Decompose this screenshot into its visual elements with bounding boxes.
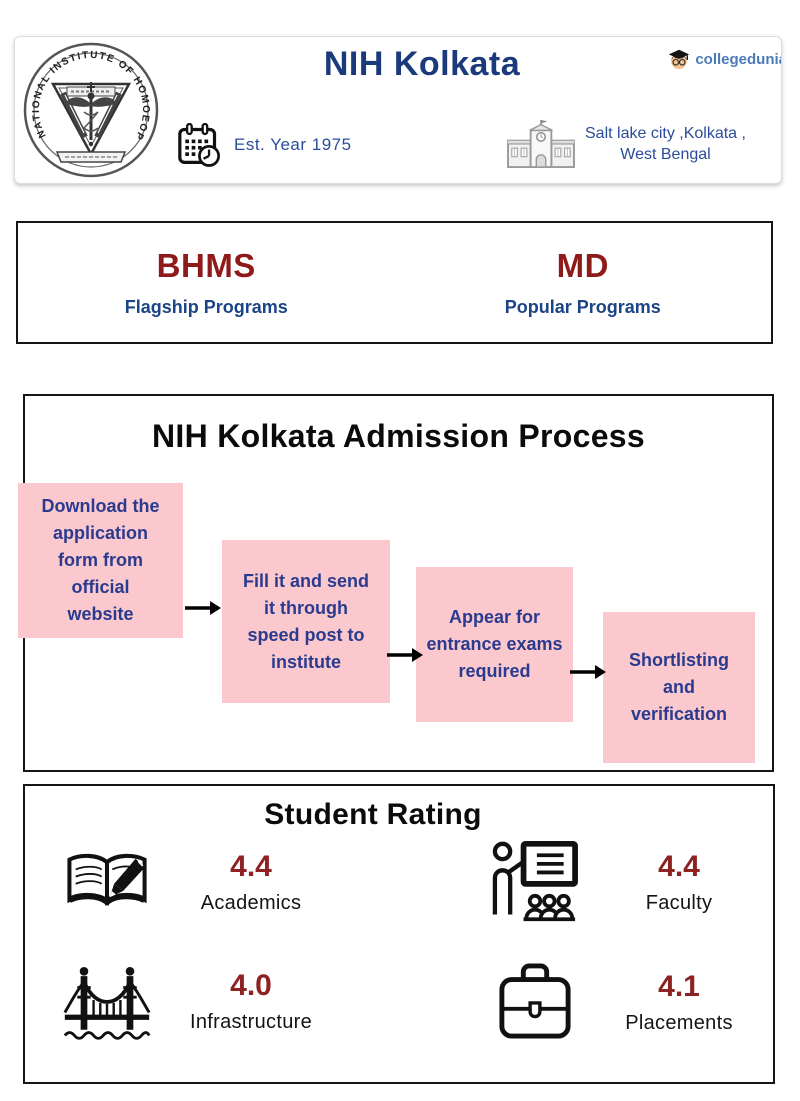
collegedunia-mascot-icon — [669, 49, 690, 70]
rating-title: Student Rating — [264, 798, 482, 831]
rating-faculty: 4.4 Faculty — [487, 840, 759, 924]
rating-label: Faculty — [645, 891, 713, 914]
collegedunia-watermark: collegedunia — [667, 47, 782, 71]
rating-infrastructure: 4.0 Infrastructure — [59, 958, 331, 1044]
flow-step-line: form from — [58, 550, 143, 570]
flow-step-line: Download the — [41, 496, 160, 516]
teacher-presentation-icon — [487, 840, 583, 924]
flow-step-line: and — [662, 677, 695, 697]
page-title: NIH Kolkata — [323, 45, 521, 83]
flow-arrow-icon — [185, 601, 221, 615]
briefcase-icon — [487, 962, 583, 1042]
rating-academics: 4.4 Academics — [59, 848, 331, 916]
flow-step-line: Fill it and send — [242, 570, 369, 591]
rating-label: Infrastructure — [189, 1010, 313, 1033]
program-label: Popular Programs — [504, 297, 661, 317]
flow-step-line: entrance exams — [426, 634, 563, 654]
flow-step-line: it through — [264, 597, 348, 618]
calendar-clock-icon — [178, 123, 220, 167]
flow-step-line: application — [52, 523, 148, 543]
location-text: Salt lake city ,Kolkata , West Bengal — [585, 123, 746, 165]
flow-step-line: official — [71, 577, 130, 597]
flow-step-4: Shortlisting and verification — [603, 612, 755, 763]
program-label: Flagship Programs — [124, 297, 288, 317]
school-building-icon — [507, 119, 575, 168]
rating-value: 4.4 — [658, 849, 700, 883]
location: Salt lake city ,Kolkata , West Bengal — [507, 119, 746, 168]
rating-label: Placements — [625, 1011, 733, 1034]
student-rating-card: Student Rating — [23, 784, 775, 1084]
established-year: Est. Year 1975 — [178, 123, 352, 167]
flow-step-line: institute — [271, 651, 341, 672]
flow-step-1: Download the application form from offic… — [18, 483, 183, 638]
flow-step-line: speed post to — [247, 624, 365, 645]
flow-arrow-icon — [387, 648, 423, 662]
location-line1: Salt lake city ,Kolkata , — [585, 124, 746, 142]
rating-placements: 4.1 Placements — [487, 962, 759, 1042]
flow-arrow-icon — [570, 665, 606, 679]
flow-step-line: verification — [630, 704, 728, 724]
program-name: BHMS — [156, 247, 256, 284]
flow-step-line: website — [67, 604, 134, 624]
header-card: NATIONAL INSTITUTE OF HOMOEOPATHY NIH Ko… — [14, 36, 782, 184]
bridge-icon — [59, 958, 155, 1044]
established-year-label: Est. Year 1975 — [234, 135, 352, 154]
flow-step-2: Fill it and send it through speed post t… — [222, 540, 390, 703]
flow-step-line: required — [458, 661, 531, 681]
brand-name: collegedunia — [695, 50, 782, 68]
rating-value: 4.0 — [230, 968, 272, 1002]
rating-value: 4.4 — [230, 849, 272, 883]
programs-card: BHMS Flagship Programs MD Popular Progra… — [16, 221, 773, 344]
flagship-program: BHMS Flagship Programs — [18, 223, 395, 342]
flow-step-3: Appear for entrance exams required — [416, 567, 573, 722]
rating-label: Academics — [200, 891, 302, 914]
popular-program: MD Popular Programs — [395, 223, 772, 342]
institute-seal-logo: NATIONAL INSTITUTE OF HOMOEOPATHY — [21, 40, 159, 178]
admission-title: NIH Kolkata Admission Process — [152, 418, 645, 454]
location-line2: West Bengal — [620, 145, 711, 163]
flow-step-line: Shortlisting — [629, 650, 729, 670]
rating-value: 4.1 — [658, 969, 700, 1003]
program-name: MD — [556, 247, 609, 284]
flow-step-line: Appear for — [448, 607, 540, 627]
open-book-pencil-icon — [59, 848, 155, 916]
